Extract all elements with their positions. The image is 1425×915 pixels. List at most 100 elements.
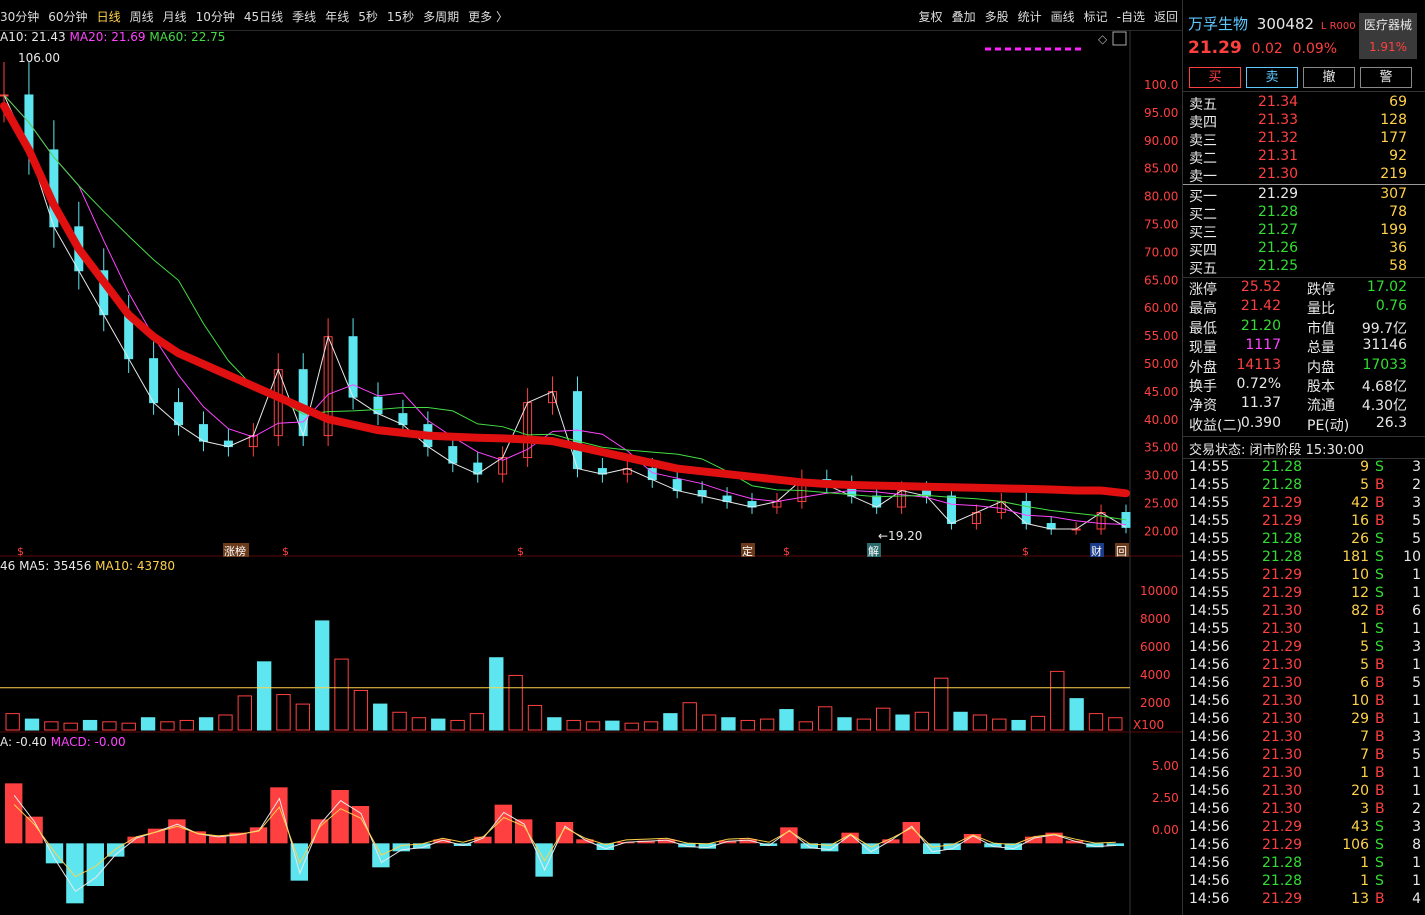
order-book-row[interactable]: 卖三 21.32 177 xyxy=(1189,130,1419,149)
tool-button[interactable]: 统计 xyxy=(1017,10,1042,24)
tick-price: 21.30 xyxy=(1262,729,1303,745)
period-tab[interactable]: 5秒 xyxy=(358,10,378,24)
order-book-row[interactable]: 卖一 21.30 219 xyxy=(1189,166,1419,185)
tick-time: 14:56 xyxy=(1189,837,1230,853)
order-book-row[interactable]: 买四 21.26 36 xyxy=(1189,240,1419,259)
tick-price: 21.30 xyxy=(1262,603,1303,619)
stat-row: 最高 21.42 量比 0.76 xyxy=(1189,298,1419,317)
period-tab[interactable]: 10分钟 xyxy=(195,10,235,24)
tick-direction: B xyxy=(1375,747,1385,763)
order-book-label: 买五 xyxy=(1189,261,1217,277)
tick-price: 21.30 xyxy=(1262,657,1303,673)
tick-count: 10 xyxy=(1403,549,1421,565)
tool-button[interactable]: 复权 xyxy=(918,10,943,24)
macd-bar xyxy=(678,843,696,848)
order-book-row[interactable]: 买五 21.25 58 xyxy=(1189,258,1419,277)
order-book-price: 21.29 xyxy=(1258,186,1299,202)
tool-button[interactable]: 返回 xyxy=(1153,10,1178,24)
tick-volume: 181 xyxy=(1342,549,1369,565)
stat-value: 99.7亿 xyxy=(1361,320,1407,337)
tool-button[interactable]: -自选 xyxy=(1116,10,1145,24)
tick-volume: 1 xyxy=(1360,855,1369,871)
period-tab[interactable]: 更多 〉 xyxy=(468,10,508,24)
period-tab[interactable]: 月线 xyxy=(162,10,187,24)
tick-count: 1 xyxy=(1412,855,1421,871)
tool-button[interactable]: 画线 xyxy=(1050,10,1075,24)
tick-row: 14:55 21.30 1 S 1 xyxy=(1189,621,1421,639)
buy-button[interactable]: 买 xyxy=(1189,67,1241,88)
macd-bar xyxy=(882,839,900,844)
tick-count: 1 xyxy=(1412,567,1421,583)
price-axis-tick: 25.00 xyxy=(1144,497,1178,511)
period-tab[interactable]: 周线 xyxy=(129,10,154,24)
tick-price: 21.28 xyxy=(1262,459,1303,475)
order-book-volume: 177 xyxy=(1380,130,1407,146)
period-tab[interactable]: 60分钟 xyxy=(48,10,88,24)
tick-count: 1 xyxy=(1412,873,1421,889)
tick-direction: B xyxy=(1375,801,1385,817)
macd-bar xyxy=(127,836,145,844)
macd-bar xyxy=(1065,840,1084,844)
ma-indicator-line: A10: 21.43 MA20: 21.69 MA60: 22.75 xyxy=(0,30,225,44)
tick-direction: S xyxy=(1375,585,1384,601)
candle-body xyxy=(946,495,956,525)
tick-time: 14:55 xyxy=(1189,603,1230,619)
tick-direction: S xyxy=(1375,837,1384,853)
period-tab[interactable]: 年线 xyxy=(325,10,350,24)
order-book-label: 卖三 xyxy=(1189,133,1217,149)
order-book-row[interactable]: 买三 21.27 199 xyxy=(1189,222,1419,241)
tool-button[interactable]: 标记 xyxy=(1083,10,1108,24)
volume-bar xyxy=(856,718,872,731)
order-book-label: 卖五 xyxy=(1189,97,1217,113)
cancel-order-button[interactable]: 撤 xyxy=(1303,67,1355,88)
tick-time: 14:56 xyxy=(1189,855,1230,871)
period-tab[interactable]: 多周期 xyxy=(423,10,460,24)
tick-direction: S xyxy=(1375,639,1384,655)
macd-bar xyxy=(86,843,104,886)
order-book-row[interactable]: 买一 21.29 307 xyxy=(1189,186,1419,205)
tick-volume: 5 xyxy=(1360,657,1369,673)
tool-button[interactable]: 叠加 xyxy=(951,10,976,24)
period-tab[interactable]: 日线 xyxy=(96,10,121,24)
macd-bar xyxy=(555,822,574,844)
order-book-row[interactable]: 卖四 21.33 128 xyxy=(1189,112,1419,131)
ma20-line xyxy=(3,94,1127,525)
stock-name: 万孚生物 xyxy=(1188,15,1249,33)
order-book-row[interactable]: 买二 21.28 78 xyxy=(1189,204,1419,223)
tick-count: 1 xyxy=(1412,783,1421,799)
macd-bar xyxy=(1025,836,1043,844)
volume-bar xyxy=(1108,717,1123,731)
event-marker: 回 xyxy=(1116,545,1127,558)
volume-bar xyxy=(1011,719,1026,731)
tool-button[interactable]: 多股 xyxy=(984,10,1009,24)
macd-bar xyxy=(147,828,166,844)
chart-corner-icons: ◇ xyxy=(1098,31,1127,46)
alert-button[interactable]: 警 xyxy=(1360,67,1412,88)
stat-value: 17033 xyxy=(1362,356,1407,373)
tick-price: 21.30 xyxy=(1262,693,1303,709)
order-book-volume: 92 xyxy=(1389,148,1407,164)
order-book-price: 21.27 xyxy=(1258,222,1299,238)
tick-volume: 16 xyxy=(1351,513,1369,529)
volume-bar xyxy=(624,722,639,731)
volume-bar xyxy=(605,720,620,731)
period-tab[interactable]: 季线 xyxy=(292,10,317,24)
order-book-row[interactable]: 卖二 21.31 92 xyxy=(1189,148,1419,167)
period-tab[interactable]: 15秒 xyxy=(386,10,415,24)
tick-volume: 43 xyxy=(1351,819,1369,835)
order-book-row[interactable]: 卖五 21.34 69 xyxy=(1189,94,1419,113)
stat-row: 净资 11.37 流通 4.30亿 xyxy=(1189,395,1419,414)
tick-price: 21.30 xyxy=(1262,783,1303,799)
tick-volume: 1 xyxy=(1360,621,1369,637)
kline-chart-area[interactable]: 106.00 ←19.20 100.0 95.00 90.00 85.00 80.00 75… xyxy=(0,0,1182,915)
period-tab[interactable]: 45日线 xyxy=(243,10,284,24)
tick-time: 14:56 xyxy=(1189,891,1230,907)
volume-bar xyxy=(992,718,1007,731)
volume-bar xyxy=(547,717,562,731)
tick-volume: 82 xyxy=(1351,603,1369,619)
sell-button[interactable]: 卖 xyxy=(1246,67,1298,88)
sector-badge[interactable]: 医疗器械 1.91% xyxy=(1359,13,1417,59)
macd-bar xyxy=(780,827,798,844)
period-tab[interactable]: 30分钟 xyxy=(0,10,40,24)
price-axis-tick: 85.00 xyxy=(1144,162,1178,176)
